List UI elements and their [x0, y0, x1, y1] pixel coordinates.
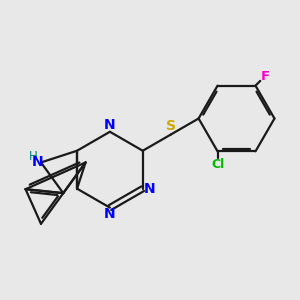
Text: S: S: [166, 119, 176, 133]
Text: N: N: [104, 118, 116, 132]
Text: Cl: Cl: [211, 158, 224, 171]
Text: N: N: [144, 182, 155, 196]
Text: H: H: [29, 149, 38, 163]
Text: N: N: [104, 208, 116, 221]
Text: N: N: [32, 155, 43, 170]
Text: F: F: [260, 70, 269, 83]
